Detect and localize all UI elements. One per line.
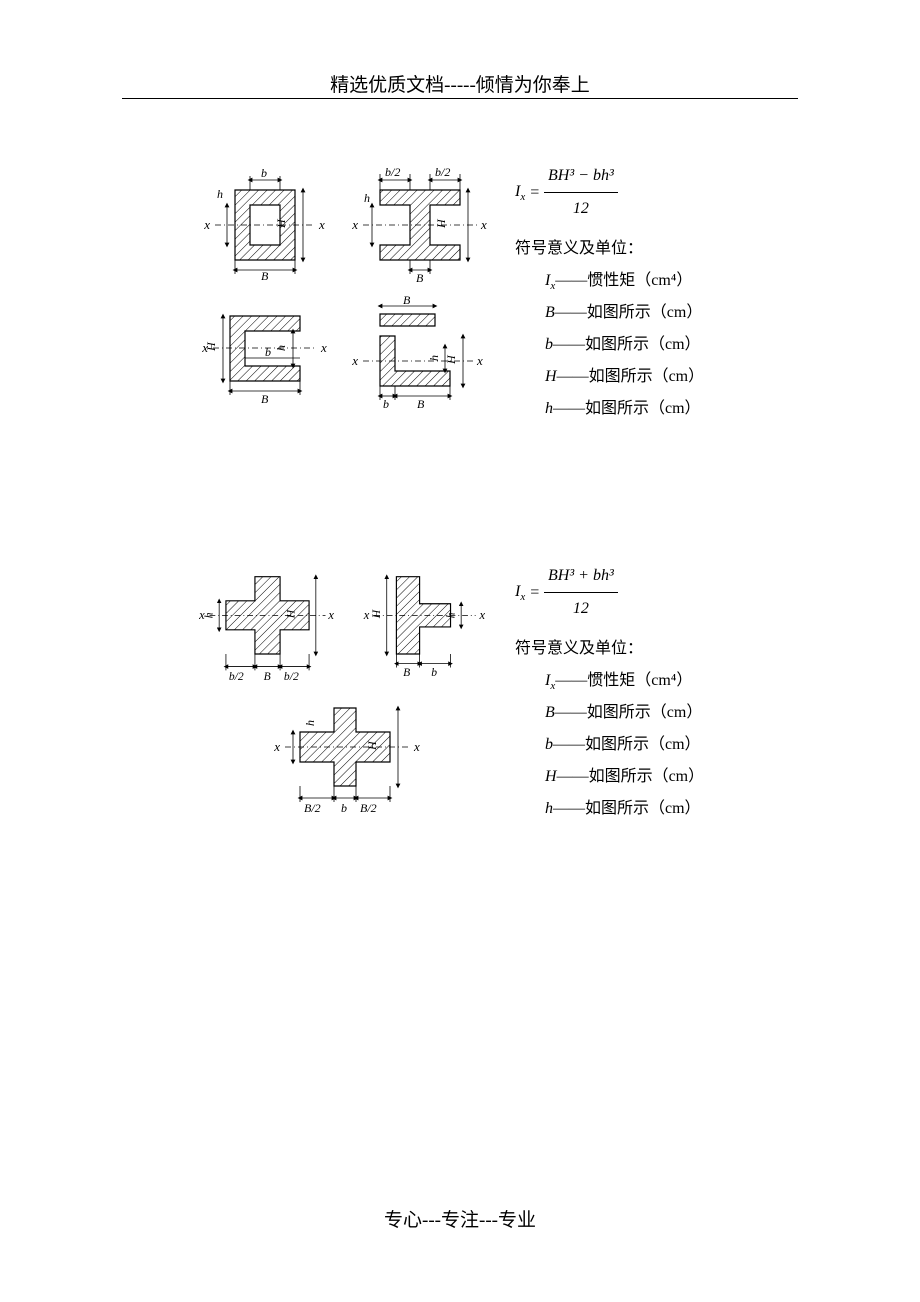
svg-text:b: b xyxy=(341,801,347,815)
svg-text:b: b xyxy=(265,345,271,359)
diagram-i-beam: x x b/2 b/2 h H B xyxy=(345,160,495,290)
def-item: H——如图所示（cm） xyxy=(545,361,755,393)
svg-text:h: h xyxy=(202,612,215,618)
formula-2: Ix = BH³ + bh³ 12 xyxy=(515,560,755,625)
svg-text:b/2: b/2 xyxy=(284,670,299,683)
def-item: h——如图所示（cm） xyxy=(545,793,755,825)
svg-text:x: x xyxy=(479,608,486,622)
svg-text:H: H xyxy=(370,609,383,619)
svg-text:H: H xyxy=(444,354,458,365)
svg-text:b/2: b/2 xyxy=(385,165,400,179)
section-1-diagrams: x x b h H B x xyxy=(195,160,495,416)
svg-text:H: H xyxy=(434,218,448,229)
svg-text:h: h xyxy=(364,191,370,205)
diagram-c-channel: x x H b h B xyxy=(195,296,335,406)
svg-text:h: h xyxy=(217,187,223,201)
svg-text:x: x xyxy=(363,608,370,622)
header-rule xyxy=(122,98,798,99)
svg-text:b/2: b/2 xyxy=(435,165,450,179)
svg-text:h: h xyxy=(303,720,317,726)
def-item: Ix——惯性矩（cm⁴） xyxy=(545,265,755,297)
svg-text:x: x xyxy=(273,739,280,754)
page-footer: 专心---专注---专业 xyxy=(0,1205,920,1232)
svg-text:H: H xyxy=(285,609,298,619)
def-item: B——如图所示（cm） xyxy=(545,697,755,729)
svg-text:B/2: B/2 xyxy=(304,801,321,815)
diagram-hollow-rect: x x b h H B xyxy=(195,160,335,280)
svg-text:h: h xyxy=(274,345,288,351)
def-item: h——如图所示（cm） xyxy=(545,393,755,425)
diagram-t-section: x x H h B b xyxy=(350,560,495,690)
diagram-cross: x x h H b/2 B b/2 xyxy=(195,560,340,690)
svg-text:h: h xyxy=(427,355,441,361)
section-1: x x b h H B x xyxy=(195,160,755,425)
svg-text:H: H xyxy=(274,218,288,229)
section-1-text: Ix = BH³ − bh³ 12 符号意义及单位： Ix——惯性矩（cm⁴）B… xyxy=(515,160,755,425)
svg-text:b: b xyxy=(431,666,437,679)
svg-text:b/2: b/2 xyxy=(229,670,244,683)
section-2-text: Ix = BH³ + bh³ 12 符号意义及单位： Ix——惯性矩（cm⁴）B… xyxy=(515,560,755,825)
svg-text:B: B xyxy=(261,269,269,280)
diagram-z-section: x x B H h b B xyxy=(345,296,495,416)
def-item: b——如图所示（cm） xyxy=(545,729,755,761)
section-2-diagrams: x x h H b/2 B b/2 xyxy=(195,560,495,826)
svg-text:B: B xyxy=(403,296,411,307)
svg-text:x: x xyxy=(480,217,487,232)
svg-text:x: x xyxy=(351,217,358,232)
svg-text:B/2: B/2 xyxy=(360,801,377,815)
svg-text:B: B xyxy=(261,392,269,406)
defs-list-1: Ix——惯性矩（cm⁴）B——如图所示（cm）b——如图所示（cm）H——如图所… xyxy=(515,265,755,425)
diagram-cross-2: x x h H B/2 b B/2 xyxy=(260,696,430,826)
svg-text:x: x xyxy=(320,340,327,355)
svg-text:x: x xyxy=(413,739,420,754)
formula-1: Ix = BH³ − bh³ 12 xyxy=(515,160,755,225)
svg-text:H: H xyxy=(204,341,218,352)
svg-text:b: b xyxy=(261,166,267,180)
svg-text:x: x xyxy=(327,608,334,622)
svg-text:x: x xyxy=(351,353,358,368)
page-header: 精选优质文档-----倾情为你奉上 xyxy=(0,70,920,97)
svg-text:x: x xyxy=(476,353,483,368)
defs-title-1: 符号意义及单位： xyxy=(515,233,755,265)
svg-text:B: B xyxy=(264,670,271,683)
svg-text:x: x xyxy=(203,217,210,232)
section-2: x x h H b/2 B b/2 xyxy=(195,560,755,826)
def-item: Ix——惯性矩（cm⁴） xyxy=(545,665,755,697)
svg-text:B: B xyxy=(417,397,425,411)
def-item: B——如图所示（cm） xyxy=(545,297,755,329)
svg-text:b: b xyxy=(383,397,389,411)
defs-title-2: 符号意义及单位： xyxy=(515,633,755,665)
def-item: H——如图所示（cm） xyxy=(545,761,755,793)
svg-text:B: B xyxy=(416,271,424,285)
svg-text:h: h xyxy=(444,612,457,618)
def-item: b——如图所示（cm） xyxy=(545,329,755,361)
defs-list-2: Ix——惯性矩（cm⁴）B——如图所示（cm）b——如图所示（cm）H——如图所… xyxy=(515,665,755,825)
svg-text:H: H xyxy=(365,740,379,751)
svg-text:B: B xyxy=(403,666,410,679)
svg-text:x: x xyxy=(318,217,325,232)
